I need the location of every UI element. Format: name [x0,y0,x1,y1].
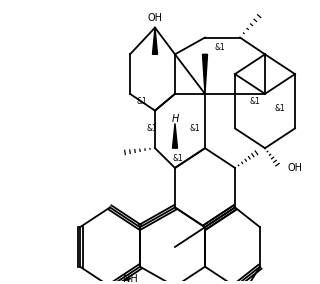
Text: &1: &1 [190,124,200,133]
Polygon shape [153,28,157,54]
Text: &1: &1 [137,97,148,106]
Polygon shape [203,54,207,94]
Text: &1: &1 [250,97,260,106]
Text: H: H [171,114,179,124]
Text: OH: OH [148,13,163,23]
Text: OH: OH [287,163,302,173]
Polygon shape [172,124,178,148]
Text: &1: &1 [147,124,157,133]
Text: NH: NH [123,273,137,283]
Text: &1: &1 [172,154,183,162]
Text: &1: &1 [275,104,285,113]
Text: &1: &1 [215,43,225,52]
